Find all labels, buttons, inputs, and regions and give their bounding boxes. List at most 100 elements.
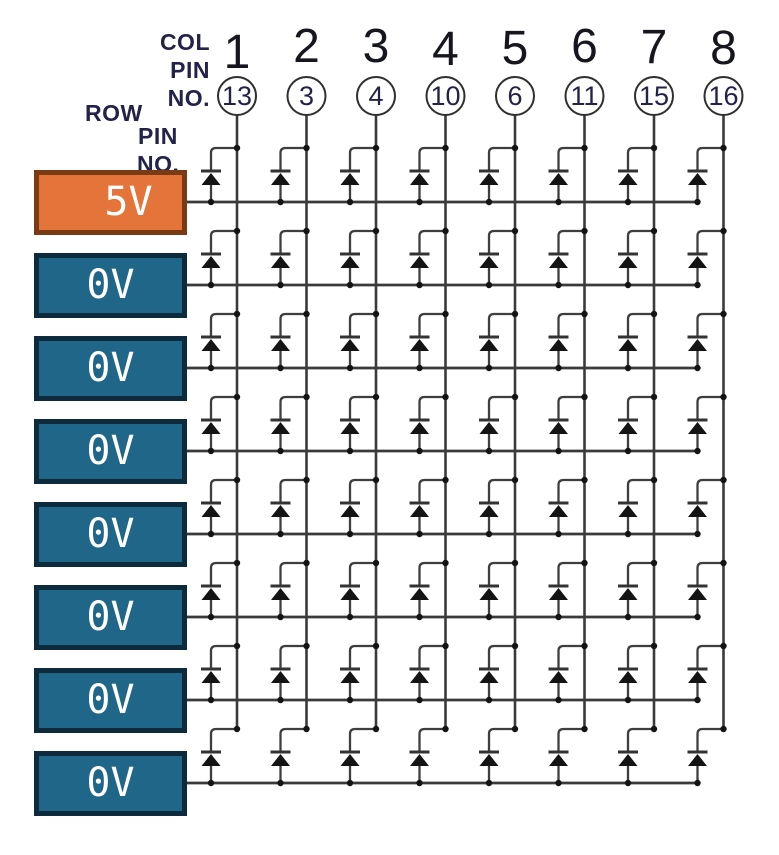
junction-dot	[624, 613, 632, 621]
col-number: 8	[710, 22, 737, 75]
junction-dot	[650, 310, 658, 318]
led-cell	[270, 227, 310, 289]
junction-dot	[511, 559, 519, 567]
branch-wire	[487, 727, 515, 752]
diode-triangle	[479, 422, 499, 434]
branch-wire	[696, 146, 724, 171]
diode-triangle	[618, 422, 638, 434]
led-cell	[270, 144, 310, 206]
led-cell	[409, 642, 449, 704]
branch-wire	[557, 146, 585, 171]
junction-dot	[207, 198, 215, 206]
col-number: 7	[641, 21, 668, 74]
led-cell	[687, 559, 727, 621]
led-cell	[479, 227, 519, 289]
junction-dot	[511, 144, 519, 152]
junction-dot	[372, 144, 380, 152]
junction-dot	[277, 281, 284, 289]
led-cell	[409, 310, 449, 372]
junction-dot	[581, 559, 588, 567]
led-cell	[479, 559, 519, 621]
branch-wire	[348, 229, 376, 254]
junction-dot	[277, 696, 284, 704]
junction-dot	[303, 144, 310, 152]
junction-dot	[624, 198, 632, 206]
junction-dot	[303, 310, 310, 318]
junction-dot	[511, 725, 519, 733]
diode-triangle	[201, 173, 221, 185]
junction-dot	[233, 476, 241, 484]
led-cell	[201, 227, 241, 289]
led-cell	[548, 393, 588, 455]
branch-wire	[626, 229, 654, 254]
junction-dot	[416, 613, 423, 621]
junction-dot	[624, 364, 632, 372]
led-cell	[479, 725, 519, 787]
junction-dot	[555, 281, 562, 289]
diode-triangle	[549, 754, 568, 766]
col-pin-number: 10	[430, 81, 460, 111]
junction-dot	[303, 725, 310, 733]
junction-dot	[277, 198, 284, 206]
branch-wire	[696, 395, 724, 420]
diode-triangle	[201, 256, 221, 268]
branch-wire	[348, 146, 376, 171]
led-cell	[340, 393, 380, 455]
junction-dot	[303, 642, 310, 650]
diode-triangle	[410, 671, 429, 683]
junction-dot	[485, 530, 493, 538]
junction-dot	[694, 696, 701, 704]
col-number: 6	[571, 20, 598, 73]
junction-dot	[555, 198, 562, 206]
junction-dot	[624, 779, 632, 787]
junction-dot	[694, 530, 701, 538]
branch-wire	[557, 395, 585, 420]
diode-triangle	[688, 256, 707, 268]
junction-dot	[372, 559, 380, 567]
junction-dot	[277, 613, 284, 621]
led-cell	[618, 476, 658, 538]
branch-wire	[209, 644, 237, 669]
led-cell	[687, 393, 727, 455]
branch-wire	[696, 312, 724, 337]
junction-dot	[207, 779, 215, 787]
branch-wire	[487, 644, 515, 669]
led-cell	[270, 559, 310, 621]
junction-dot	[416, 447, 423, 455]
col-pin-number: 11	[570, 81, 598, 111]
junction-dot	[511, 476, 519, 484]
led-cell	[270, 642, 310, 704]
junction-dot	[624, 696, 632, 704]
branch-wire	[418, 395, 446, 420]
led-cell	[340, 725, 380, 787]
branch-wire	[279, 727, 307, 752]
led-cell	[618, 393, 658, 455]
junction-dot	[555, 613, 562, 621]
branch-wire	[487, 395, 515, 420]
branch-wire	[348, 561, 376, 586]
col-number: 2	[293, 20, 320, 73]
col-pin-circle	[425, 76, 466, 116]
junction-dot	[650, 476, 658, 484]
diode-triangle	[340, 754, 360, 766]
junction-dot	[581, 310, 588, 318]
diode-triangle	[410, 754, 429, 766]
branch-wire	[626, 146, 654, 171]
row-header-line-2: PIN	[138, 123, 178, 149]
diode-triangle	[340, 505, 360, 517]
branch-wire	[696, 229, 724, 254]
diode-triangle	[549, 588, 568, 600]
diode-triangle	[688, 339, 707, 351]
led-cell	[687, 144, 727, 206]
branch-wire	[348, 644, 376, 669]
branch-wire	[348, 395, 376, 420]
junction-dot	[624, 447, 632, 455]
junction-dot	[511, 642, 519, 650]
diode-triangle	[688, 422, 707, 434]
junction-dot	[650, 559, 658, 567]
branch-wire	[209, 478, 237, 503]
diode-triangle	[271, 173, 290, 185]
branch-wire	[348, 727, 376, 752]
